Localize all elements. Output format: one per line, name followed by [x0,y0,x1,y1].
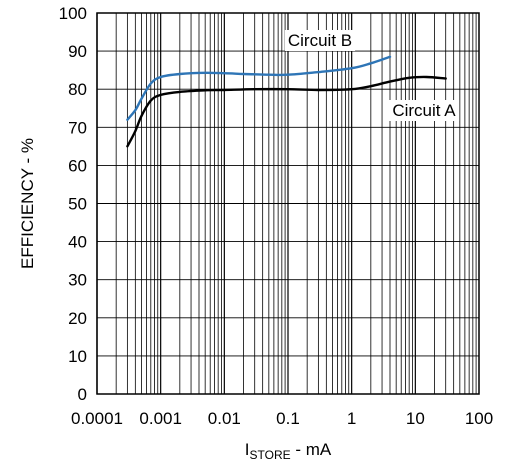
x-axis-title-main: I [245,440,250,459]
x-axis-title-subscript: STORE [250,448,291,461]
circuit-b-label-text: Circuit B [288,31,352,50]
x-axis-title: ISTORE - mA [245,440,332,461]
y-tick-label: 10 [68,347,87,366]
y-tick-label: 20 [68,309,87,328]
x-axis-title-suffix: - mA [291,440,332,459]
y-tick-label: 100 [59,4,87,23]
x-tick-label: 1 [347,409,356,428]
circuit-a-line [126,75,447,148]
x-tick-label: 10 [406,409,425,428]
y-tick-label: 70 [68,118,87,137]
circuit-a-label-bg [389,100,460,121]
grid-lines [96,12,479,395]
y-tick-label: 50 [68,195,87,214]
x-tick-label: 100 [465,409,493,428]
circuit-b-label: Circuit B [284,30,356,51]
plot-frame [96,12,480,395]
y-tick-label: 90 [68,42,87,61]
circuit-a-label: Circuit A [389,100,460,121]
y-tick-label: 40 [68,233,87,252]
y-tick-label: 30 [68,271,87,290]
data-series [126,55,447,148]
circuit-a-label-text: Circuit A [392,101,456,120]
circuit-b-label-bg [284,30,356,51]
x-tick-labels: 0.0001 0.001 0.01 0.1 1 10 100 [71,409,493,428]
x-tick-label: 0.0001 [71,409,123,428]
y-tick-label: 0 [78,385,87,404]
series-labels: Circuit A Circuit B [284,30,460,121]
y-tick-label: 60 [68,156,87,175]
x-tick-label: 0.1 [276,409,300,428]
x-tick-label: 0.01 [208,409,241,428]
x-tick-label: 0.001 [139,409,182,428]
y-tick-label: 80 [68,80,87,99]
y-axis-title: EFFICIENCY - % [18,138,37,269]
circuit-b-line [126,55,392,121]
y-tick-labels: 0 10 20 30 40 50 60 70 80 90 100 [59,4,87,404]
